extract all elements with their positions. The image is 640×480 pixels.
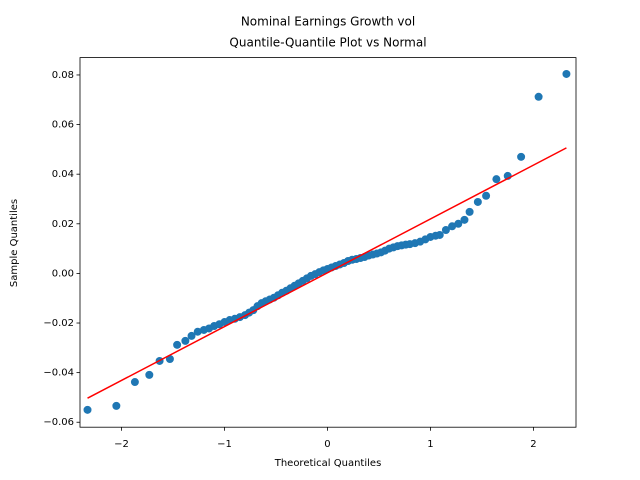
y-tick-label: 0.02 (52, 219, 74, 230)
point (534, 92, 543, 101)
point (448, 222, 457, 231)
y-tick-label: −0.06 (43, 417, 74, 428)
chart-subtitle: Quantile-Quantile Plot vs Normal (229, 36, 426, 50)
x-tick-label: 2 (530, 439, 536, 450)
y-tick-label: 0.04 (52, 169, 74, 180)
x-tick-label: 0 (324, 439, 330, 450)
point (145, 370, 154, 379)
y-tick-label: −0.04 (43, 368, 74, 379)
point (465, 207, 474, 216)
plot-frame (79, 57, 577, 428)
point (187, 331, 196, 340)
x-axis-label: Theoretical Quantiles (274, 458, 382, 469)
y-axis-label: Sample Quantiles (9, 199, 20, 287)
point (83, 405, 92, 414)
x-tick-label: −2 (114, 439, 129, 450)
point (130, 378, 139, 387)
y-tick-label: 0.00 (52, 268, 74, 279)
x-tick-label: 1 (427, 439, 433, 450)
y-tick-label: −0.02 (43, 318, 74, 329)
y-tick-label: 0.08 (52, 70, 74, 81)
reference-line (87, 147, 567, 399)
point (435, 230, 444, 239)
point (473, 197, 482, 206)
point (460, 215, 469, 224)
point (112, 401, 121, 410)
point (492, 175, 501, 184)
y-tick-label: 0.06 (52, 120, 74, 131)
point (441, 225, 450, 234)
chart-title: Nominal Earnings Growth vol (241, 15, 415, 29)
point (482, 191, 491, 200)
point (173, 340, 182, 349)
point (517, 152, 526, 161)
x-tick-label: −1 (217, 439, 232, 450)
point (454, 219, 463, 228)
point (181, 336, 190, 345)
point (193, 327, 202, 336)
point (562, 69, 571, 78)
